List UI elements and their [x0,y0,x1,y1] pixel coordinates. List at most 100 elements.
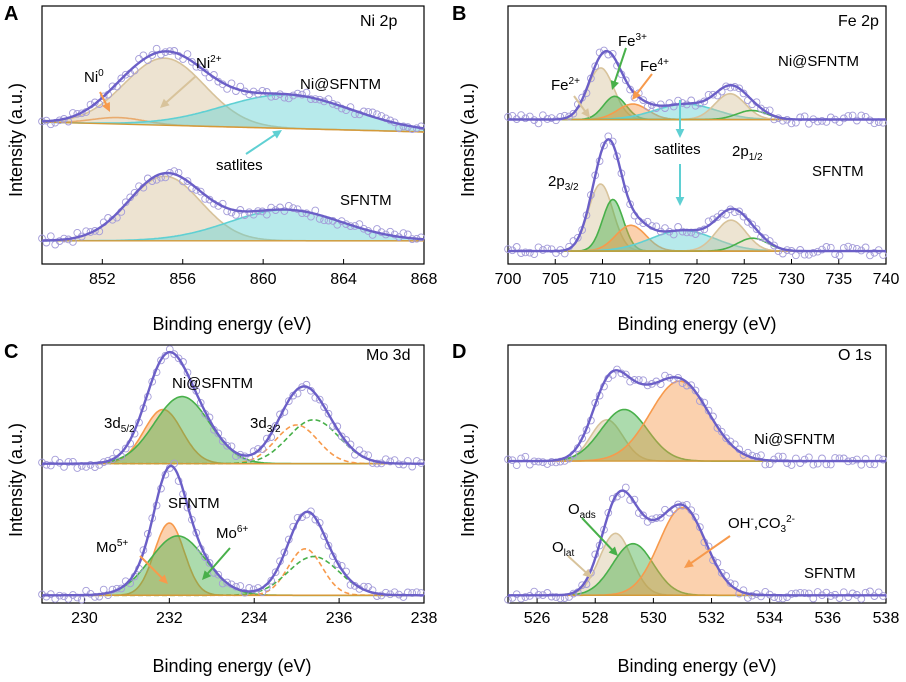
component-fill [508,199,886,252]
data-point [51,240,60,249]
envelope-line [42,350,424,465]
x-tick-label: 730 [778,271,805,288]
data-point [86,461,95,469]
panel-b-fe2-label: Fe2+ [551,76,580,94]
data-point [525,248,534,257]
data-point [591,62,600,71]
envelope-line [508,49,886,121]
envelope-line [508,138,886,253]
panel-letter-d: D [452,341,466,363]
panel-b-series2-label: SFNTM [812,163,864,180]
x-tick-label: 536 [814,610,841,627]
data-point [547,245,556,254]
panel-b-2p32-label: 2p3/2 [548,173,579,193]
data-point [578,434,586,443]
data-point [320,403,328,411]
data-point [826,113,835,122]
panel-letter-c: C [4,341,18,363]
plot-frame [507,344,887,604]
panel-c-mo6-label: Mo6+ [216,524,248,542]
data-point [517,249,525,257]
x-tick-label: 236 [326,610,353,627]
x-tick-label: 740 [873,271,900,288]
fe4-arrow [632,73,653,100]
x-tick-label: 532 [698,610,725,627]
ni2-arrow [160,75,197,108]
panel-d: 526 528 530 532 534 536 538 [504,344,899,627]
data-point [196,63,205,72]
x-tick-label: 864 [330,271,357,288]
data-point [770,241,778,250]
data-point [569,109,578,118]
data-point [870,248,879,257]
data-point [521,452,530,461]
data-point [778,452,787,461]
data-point [223,578,231,587]
x-tick-label: 720 [684,271,711,288]
data-point [678,227,687,236]
panel-b-fe3-label: Fe3+ [618,32,647,50]
data-point [805,589,813,598]
data-point [853,455,861,464]
data-point [757,592,765,601]
oads-arrow [581,517,618,556]
panel-a-series2-label: SFNTM [340,192,392,209]
data-point [512,243,521,251]
data-point [42,592,51,601]
data-point [639,511,648,520]
x-tick-label: 230 [71,610,98,627]
component-fill [508,96,886,120]
data-point [547,114,556,122]
data-point [157,356,165,365]
x-tick-label: 234 [241,610,268,627]
panel-c-3d52-label: 3d5/2 [104,415,135,435]
x-tick-label: 530 [640,610,667,627]
panel-a-ni2-label: Ni2+ [196,54,222,72]
oh-arrow [684,535,731,568]
data-point [735,207,744,216]
series-sfntm [38,167,425,249]
data-point [512,461,521,470]
data-point [709,90,717,99]
panel-a-xlabel: Binding energy (eV) [152,314,311,334]
sat-arrow-b2 [675,164,685,206]
x-tick-label: 856 [169,271,196,288]
data-point [73,464,82,472]
data-point [787,590,796,598]
panel-a-series1-label: Ni@SFNTM [300,76,381,93]
background-line [41,121,425,133]
data-point [373,459,381,468]
data-point [639,219,648,228]
panel-b-ylabel: Intensity (a.u.) [458,83,478,197]
panel-d-title: O 1s [838,347,872,364]
series-ni-sfntm [504,365,887,470]
olat-arrow [567,555,592,578]
x-tick-label: 725 [731,271,758,288]
panel-b-sat-label: satlites [654,141,701,158]
panel-a-ylabel: Intensity (a.u.) [6,83,26,197]
component-fill [42,535,424,596]
panel-b: 700 705 710 715 720 725 730 735 740 [495,5,900,288]
data-point [717,209,726,218]
panel-b-title: Fe 2p [838,13,879,30]
data-point [818,245,826,254]
data-point [293,89,302,98]
data-point [787,461,796,469]
data-point [621,370,630,379]
data-point [521,593,530,601]
x-tick-label: 852 [89,271,116,288]
data-point [565,112,573,121]
panel-b-xlabel: Binding energy (eV) [617,314,776,334]
envelope-line [41,171,425,242]
component-fill [508,409,886,462]
data-point [64,458,73,466]
panel-a-sat-label: satlites [216,157,263,174]
data-point [613,365,621,374]
data-point [739,89,748,98]
component-fill [508,381,886,462]
data-point [796,113,805,122]
fe2-arrow [573,95,590,118]
series-sfntm [38,459,425,604]
envelope-line [508,489,886,597]
